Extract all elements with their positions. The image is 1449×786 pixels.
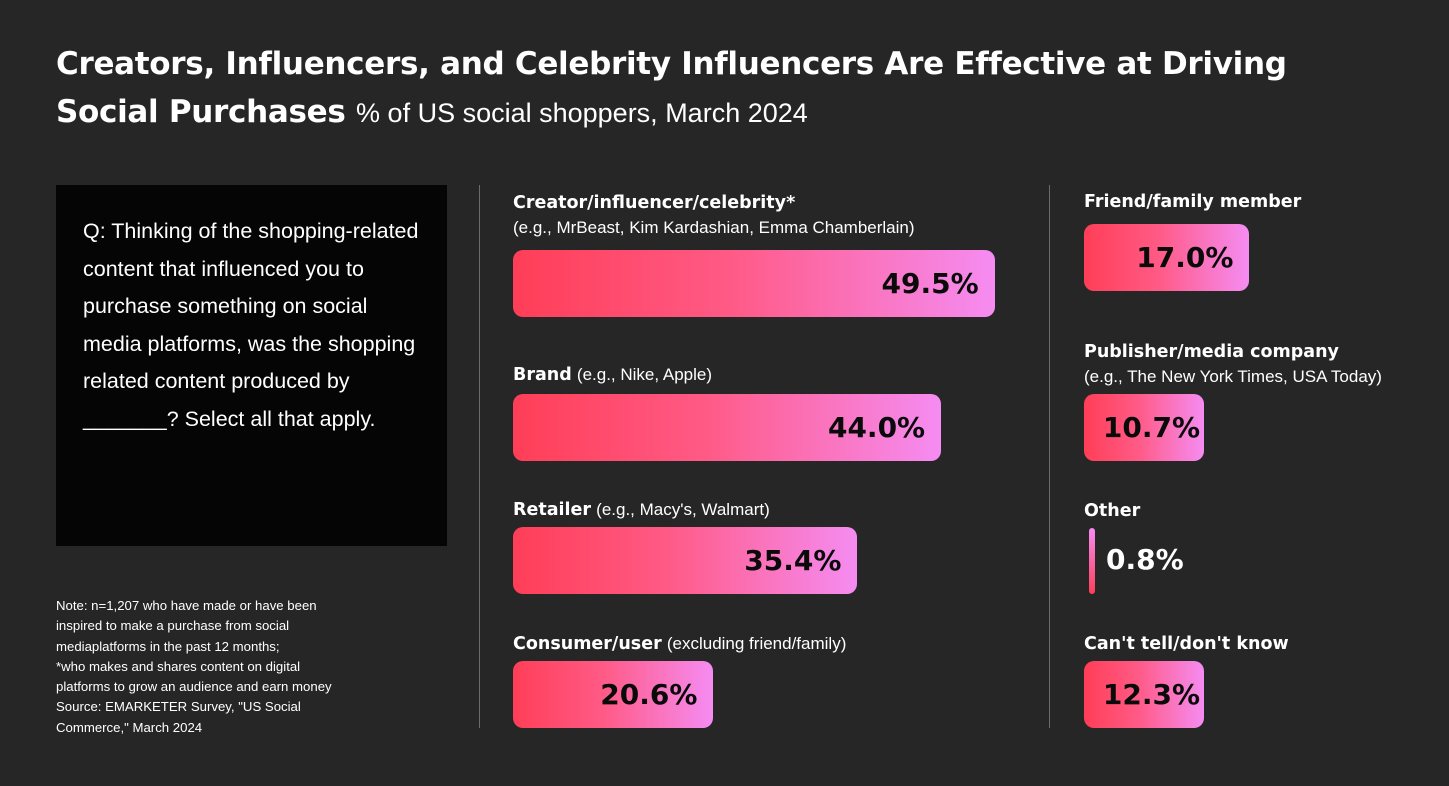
category-label-friend-family-member: Friend/family member [1084,189,1301,214]
category-name: Retailer [513,500,592,520]
column-divider-right [1049,185,1050,728]
bar-can-t-tell-don-t-know: 12.3% [1084,661,1204,728]
category-example: (e.g., The New York Times, USA Today) [1084,367,1382,386]
category-label-creator-influencer-celebrity: Creator/influencer/celebrity* (e.g., MrBe… [513,190,915,240]
category-name: Creator/influencer/celebrity* [513,193,796,213]
category-name: Publisher/media company [1084,342,1339,362]
value-label-creator-influencer-celebrity: 49.5% [881,267,979,300]
value-label-publisher-media-company: 10.7% [1102,411,1200,444]
bar-friend-family-member: 17.0% [1084,224,1250,291]
value-label-friend-family-member: 17.0% [1136,241,1234,274]
category-name: Brand [513,365,572,385]
value-label-can-t-tell-don-t-know: 12.3% [1102,678,1200,711]
bar-other [1089,528,1095,594]
value-label-retailer: 35.4% [744,544,842,577]
question-text: Q: Thinking of the shopping-related cont… [83,219,419,431]
value-label-other: 0.8% [1106,543,1184,576]
value-label-brand: 44.0% [827,411,926,444]
category-name: Other [1084,501,1141,521]
source-note: Note: n=1,207 who have made or have been… [56,598,332,735]
category-name: Can't tell/don't know [1084,634,1289,654]
bar-retailer: 35.4% [513,527,858,594]
bar-creator-influencer-celebrity: 49.5% [513,250,995,317]
category-name: Consumer/user [513,634,662,654]
column-divider-left [479,185,480,728]
category-label-can-t-tell-don-t-know: Can't tell/don't know [1084,631,1289,656]
question-box: Q: Thinking of the shopping-related cont… [56,185,447,546]
bar-consumer-user: 20.6% [513,661,714,728]
category-example: (e.g., Nike, Apple) [576,365,713,384]
bar-publisher-media-company: 10.7% [1084,394,1204,461]
chart-subtitle: % of US social shoppers, March 2024 [356,98,808,128]
category-example: (e.g., MrBeast, Kim Kardashian, Emma Cha… [513,218,915,237]
category-example: (e.g., Macy's, Walmart) [596,500,770,519]
category-label-retailer: Retailer (e.g., Macy's, Walmart) [513,497,770,522]
category-example: (excluding friend/family) [666,634,847,653]
chart-title: Creators, Influencers, and Celebrity Inf… [56,40,1356,137]
category-label-publisher-media-company: Publisher/media company (e.g., The New Yo… [1084,339,1382,389]
title-text: Creators, Influencers, and Celebrity Inf… [56,46,1287,130]
category-label-brand: Brand (e.g., Nike, Apple) [513,362,712,387]
category-label-other: Other [1084,498,1140,523]
category-name: Friend/family member [1084,192,1302,212]
category-label-consumer-user: Consumer/user (excluding friend/family) [513,631,846,656]
bar-brand: 44.0% [513,394,942,461]
value-label-consumer-user: 20.6% [600,678,698,711]
